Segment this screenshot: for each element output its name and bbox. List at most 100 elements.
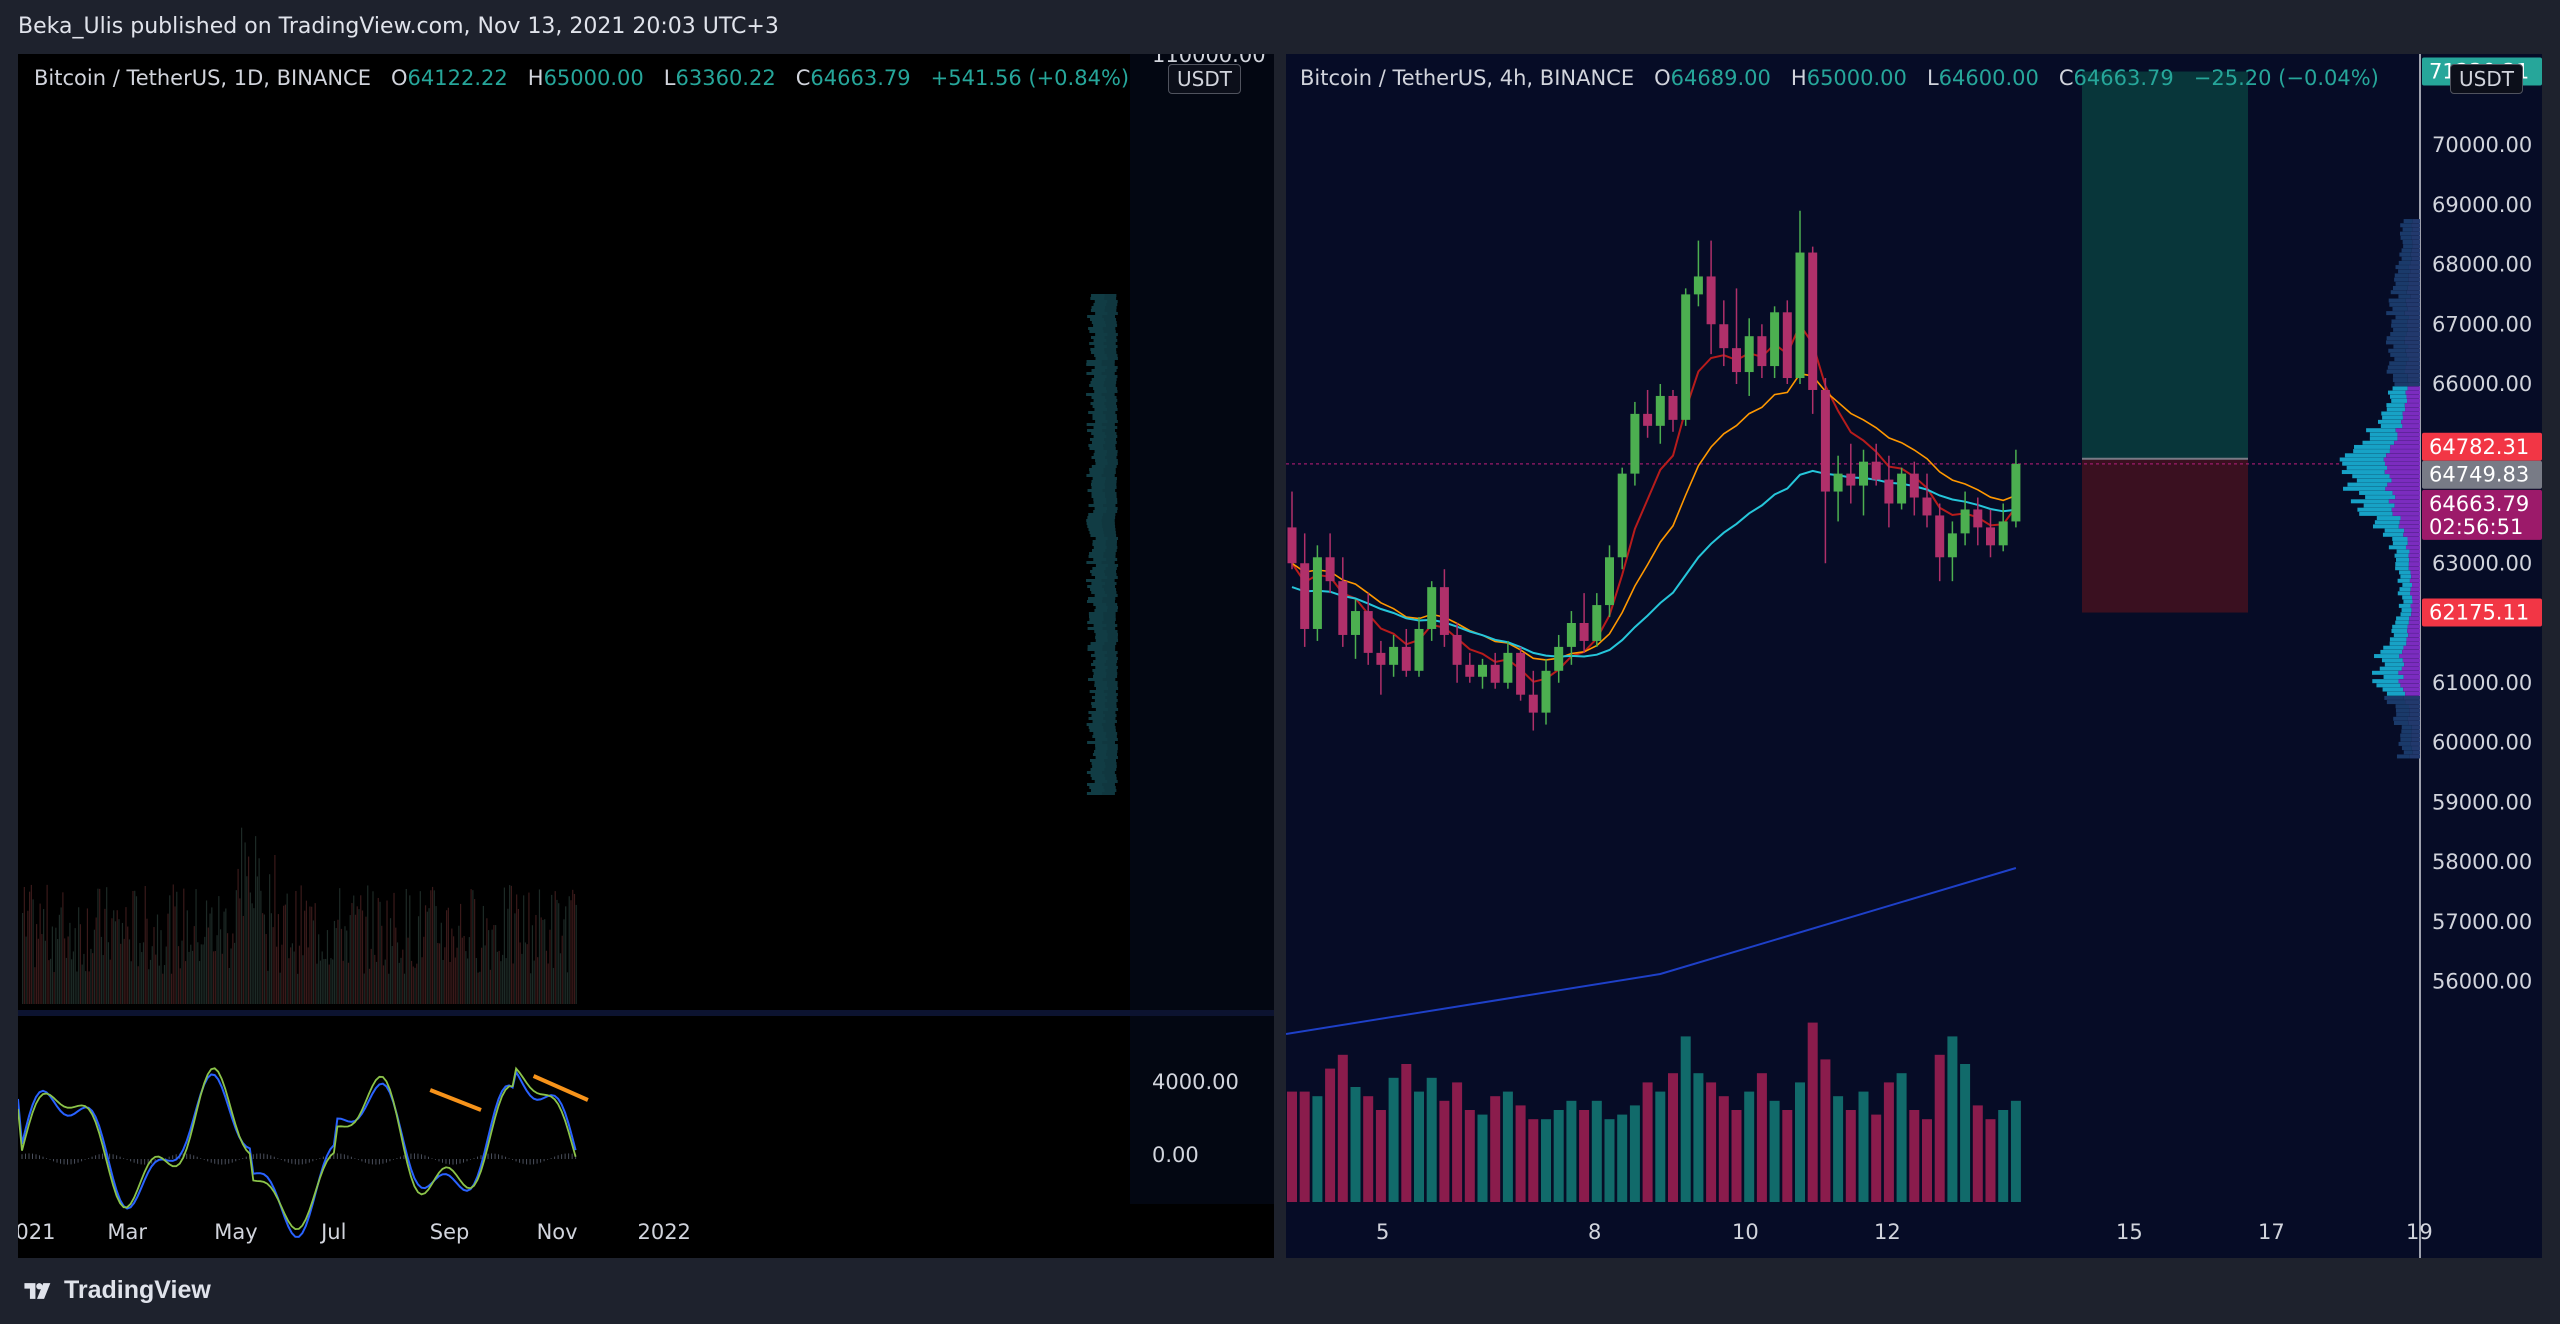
candle-body <box>1287 527 1297 564</box>
volume-bar <box>481 947 483 1004</box>
vp-bar <box>1093 603 1118 606</box>
vp-bar <box>2406 361 2420 366</box>
vp-bar <box>1088 726 1116 729</box>
volume-bar <box>78 907 80 1004</box>
vp-bar <box>2403 645 2420 650</box>
vp-bar <box>2412 582 2420 587</box>
volume-bar <box>500 961 502 1004</box>
volume-bar <box>1528 1119 1539 1202</box>
volume-bar <box>1490 1096 1501 1202</box>
volume-bar <box>297 973 299 1004</box>
volume-bar <box>444 947 446 1004</box>
vp-bar <box>2404 336 2420 341</box>
vp-bar <box>1091 369 1117 372</box>
volume-bar <box>188 951 190 1004</box>
volume-bar <box>226 933 229 1004</box>
vp-bar <box>2393 373 2408 378</box>
vp-bar <box>1086 474 1115 477</box>
vp-bar <box>2381 411 2403 416</box>
vp-bar <box>2352 474 2390 479</box>
vp-bar <box>2409 704 2420 709</box>
vp-bar <box>1086 393 1115 396</box>
volume-bar <box>318 934 320 1004</box>
x-tick-label: 19 <box>2406 1220 2433 1244</box>
4h-ohlc-legend: Bitcoin / TetherUS, 4h, BINANCE O64689.0… <box>1300 66 2379 90</box>
volume-bar <box>32 899 34 1004</box>
vp-bar <box>2390 332 2407 337</box>
vp-bar <box>2408 562 2420 567</box>
daily-currency-badge[interactable]: USDT <box>1168 64 1241 94</box>
volume-bar <box>174 906 176 1004</box>
volume-bar <box>104 908 106 1004</box>
4h-chart-canvas[interactable]: 74000.0073000.0072000.0070000.0069000.00… <box>1286 54 2542 1258</box>
daily-chart-canvas[interactable]: 110000.0090000.0080000.0068000.0052000.0… <box>18 54 1274 1258</box>
volume-bar <box>447 907 449 1004</box>
volume-bar <box>1312 1096 1323 1202</box>
vp-bar <box>1093 558 1118 561</box>
vp-bar <box>1089 552 1116 555</box>
osc-divergence-1 <box>429 1088 482 1112</box>
vp-bar <box>2392 286 2408 291</box>
volume-bar <box>97 888 99 1004</box>
vp-bar <box>2398 670 2420 675</box>
vp-bar <box>1092 669 1117 672</box>
vp-bar <box>2409 557 2420 562</box>
4h-chart-panel[interactable]: 74000.0073000.0072000.0070000.0069000.00… <box>1286 54 2542 1258</box>
price-badge <box>2422 460 2542 489</box>
volume-bar <box>113 910 115 1004</box>
price-badge-value: 64749.83 <box>2429 463 2529 487</box>
long-position-tool[interactable] <box>1286 71 2420 613</box>
vp-bar <box>1088 528 1116 531</box>
vp-bar <box>1094 681 1118 684</box>
volume-bar <box>544 919 546 1004</box>
vp-bar <box>2391 319 2408 324</box>
vp-bar <box>2395 265 2409 270</box>
vp-bar <box>2405 298 2420 303</box>
vp-bar <box>2412 750 2420 755</box>
vp-bar <box>2411 574 2420 579</box>
volume-bar <box>223 911 225 1004</box>
vp-bar <box>2408 315 2420 320</box>
vp-bar <box>1094 630 1118 633</box>
vp-bar <box>1093 387 1118 390</box>
vp-bar <box>2403 219 2413 224</box>
volume-bar <box>361 910 364 1004</box>
candle-body <box>1605 557 1614 606</box>
vp-bar <box>2395 620 2409 625</box>
volume-bar <box>111 918 113 1004</box>
vp-bar <box>2393 327 2408 332</box>
volume-bar <box>109 959 111 1004</box>
price-badge-value: 64663.79 <box>2429 492 2529 516</box>
vp-bar <box>2398 260 2411 265</box>
vp-bar <box>2386 340 2405 345</box>
vp-bar <box>1086 423 1115 426</box>
vp-bar <box>2396 754 2410 759</box>
volume-bar <box>144 886 146 1004</box>
volume-bar <box>412 966 414 1004</box>
volume-bar <box>1452 1082 1463 1202</box>
volume-bar <box>120 943 122 1004</box>
volume-bar <box>158 965 160 1004</box>
volume-bar <box>1972 1105 1983 1202</box>
volume-bar <box>64 938 66 1004</box>
vp-bar <box>2400 516 2420 521</box>
vp-bar <box>1087 648 1116 651</box>
vp-bar <box>2403 674 2420 679</box>
volume-bar <box>377 897 379 1004</box>
volume-bar <box>491 929 493 1004</box>
vp-bar <box>1092 735 1117 738</box>
4h-currency-badge[interactable]: USDT <box>2450 64 2523 94</box>
vp-bar <box>1093 675 1118 678</box>
vp-bar <box>2402 658 2420 663</box>
vp-bar <box>2410 252 2420 257</box>
volume-bar <box>1363 1096 1374 1202</box>
tradingview-logo[interactable]: TradingView <box>20 1276 211 1305</box>
volume-bar <box>386 900 388 1004</box>
daily-chart-panel[interactable]: 110000.0090000.0080000.0068000.0052000.0… <box>18 54 1274 1258</box>
vp-bar <box>2388 499 2420 504</box>
vp-bar <box>2407 398 2420 403</box>
volume-bar <box>170 973 173 1004</box>
vp-bar <box>2395 704 2409 709</box>
volume-bar <box>221 953 223 1004</box>
volume-bar <box>214 951 216 1004</box>
